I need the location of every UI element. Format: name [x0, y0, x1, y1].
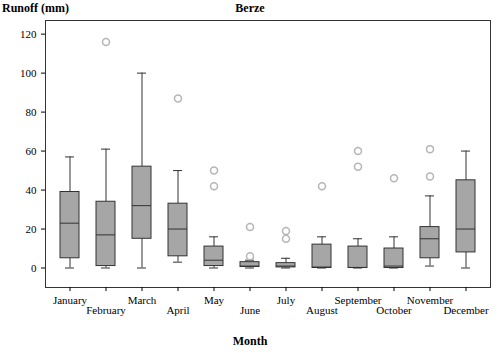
svg-text:June: June	[240, 304, 260, 316]
svg-text:November: November	[406, 294, 454, 307]
svg-text:September: September	[334, 294, 381, 306]
svg-text:40: 40	[26, 184, 38, 196]
svg-text:January: January	[53, 294, 88, 306]
html-text:Runoff (mm): Runoff (mm)	[2, 1, 69, 15]
svg-text:80: 80	[26, 106, 38, 118]
svg-text:May: May	[204, 294, 225, 306]
svg-text:April: April	[166, 304, 189, 316]
svg-text:December: December	[443, 304, 489, 316]
svg-text:0: 0	[31, 262, 37, 274]
html-text:Berze: Berze	[235, 1, 265, 15]
svg-text:120: 120	[20, 28, 37, 40]
svg-text:20: 20	[26, 223, 38, 235]
svg-text:March: March	[128, 294, 157, 306]
svg-text:February: February	[86, 304, 126, 316]
svg-text:October: October	[376, 304, 412, 316]
html-text:Month: Month	[232, 334, 268, 348]
svg-text:100: 100	[20, 67, 37, 79]
svg-text:July: July	[277, 294, 296, 306]
svg-text:60: 60	[26, 145, 38, 157]
svg-text:August: August	[306, 304, 338, 316]
